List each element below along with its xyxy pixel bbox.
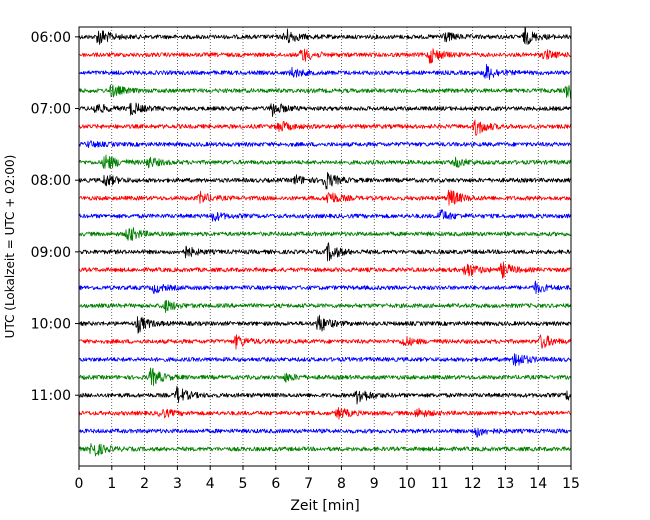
trace-0615 <box>79 48 572 64</box>
y-tick-label: 11:00 <box>31 388 71 404</box>
trace-0800 <box>78 171 572 190</box>
x-tick-label: 2 <box>140 476 149 492</box>
trace-1015 <box>78 334 572 350</box>
x-tick-label: 13 <box>496 476 514 492</box>
trace-0730 <box>78 140 572 149</box>
trace-0930 <box>78 280 572 295</box>
trace-0945 <box>78 299 572 314</box>
x-axis-label: Zeit [min] <box>290 498 359 514</box>
x-tick-label: 1 <box>107 476 116 492</box>
trace-0915 <box>78 261 572 279</box>
x-tick-label: 9 <box>370 476 379 492</box>
trace-1130 <box>78 427 572 438</box>
x-tick-label: 8 <box>337 476 346 492</box>
y-tick-label: 06:00 <box>31 30 71 46</box>
x-tick-label: 7 <box>304 476 313 492</box>
x-tick-label: 4 <box>206 476 215 492</box>
trace-1145 <box>78 443 572 457</box>
trace-0630 <box>78 63 572 80</box>
y-axis-label: UTC (Lokalzeit = UTC + 02:00) <box>3 155 17 339</box>
trace-1045 <box>78 367 572 387</box>
trace-0845 <box>78 227 572 241</box>
x-tick-label: 6 <box>271 476 280 492</box>
x-tick-label: 14 <box>529 476 547 492</box>
y-tick-label: 09:00 <box>31 245 71 261</box>
grid-lines <box>111 27 539 466</box>
y-tick-label: 08:00 <box>31 173 71 189</box>
x-tick-label: 0 <box>75 476 84 492</box>
y-axis-ticks: 06:00 07:00 08:00 09:00 10:00 11:00 <box>31 30 79 404</box>
x-tick-label: 11 <box>431 476 449 492</box>
trace-0700 <box>78 102 572 117</box>
trace-1115 <box>78 406 572 420</box>
trace-1030 <box>78 353 572 367</box>
x-tick-label: 3 <box>173 476 182 492</box>
trace-0745 <box>78 154 572 169</box>
x-axis-ticks: 0 1 2 3 4 5 6 7 8 9 10 11 12 13 14 15 <box>75 466 580 492</box>
x-tick-label: 15 <box>562 476 580 492</box>
trace-0600 <box>78 26 572 45</box>
trace-0645 <box>78 84 572 99</box>
y-tick-label: 10:00 <box>31 317 71 333</box>
y-tick-label: 07:00 <box>31 102 71 118</box>
x-tick-label: 10 <box>398 476 416 492</box>
trace-0900 <box>78 242 572 262</box>
traces <box>78 26 572 457</box>
trace-1100 <box>78 385 572 405</box>
x-tick-label: 5 <box>239 476 248 492</box>
trace-1000 <box>78 314 572 334</box>
trace-0830 <box>78 209 572 222</box>
trace-0715 <box>78 119 572 136</box>
plot-frame <box>78 26 572 467</box>
x-tick-label: 12 <box>464 476 482 492</box>
trace-0815 <box>78 189 572 206</box>
